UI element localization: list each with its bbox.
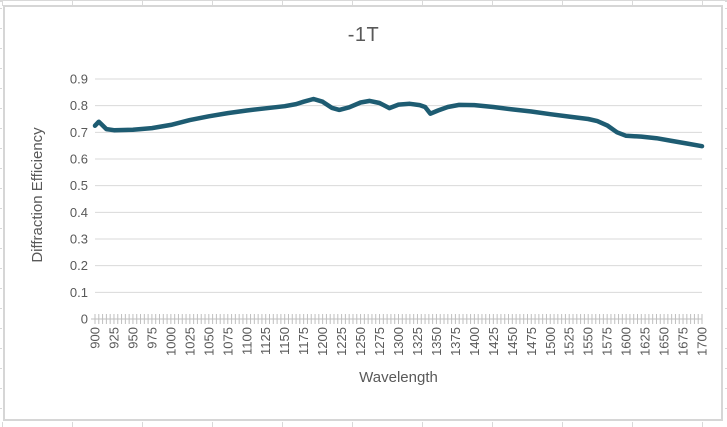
x-tick-label: 1650 [657,327,672,356]
x-tick-label: 1675 [676,327,691,356]
x-tick-label: 900 [88,327,103,349]
y-tick-label: 0.1 [70,285,88,300]
x-tick-label: 1500 [543,327,558,356]
x-axis-title: Wavelength [359,369,438,386]
x-tick-label: 1050 [201,327,216,356]
x-tick-label: 925 [106,327,121,349]
x-tick-label: 1100 [239,327,254,355]
x-tick-label: 1000 [163,327,178,356]
y-tick-label: 0 [81,312,88,327]
y-tick-label: 0.3 [70,232,88,247]
x-tick-label: 975 [144,327,159,349]
x-tick-label: 1200 [315,327,330,356]
y-tick-label: 0.8 [70,98,88,113]
y-tick-label: 0.5 [70,178,88,193]
x-tick-label: 1575 [600,327,615,356]
y-tick-label: 0.9 [70,72,88,87]
chart-title: -1T [347,24,380,46]
x-tick-label: 1025 [182,327,197,356]
x-tick-label: 1125 [258,327,273,355]
x-tick-label: 1325 [410,327,425,356]
x-tick-label: 1175 [296,327,311,355]
x-tick-label: 1150 [277,327,292,355]
chart-object[interactable] [3,5,723,421]
y-tick-label: 0.6 [70,152,88,167]
x-tick-label: 1400 [467,327,482,356]
x-tick-label: 1425 [486,327,501,356]
x-tick-label: 1525 [562,327,577,356]
x-tick-label: 1250 [353,327,368,356]
x-tick-label: 1275 [372,327,387,356]
data-series-line [92,96,705,149]
x-tick-label: 1550 [581,327,596,356]
x-tick-label: 1700 [695,327,710,356]
y-tick-label: 0.7 [70,125,88,140]
x-tick-label: 1075 [220,327,235,356]
x-tick-label: 1450 [505,327,520,356]
x-tick-label: 1350 [429,327,444,356]
x-tick-label: 1300 [391,327,406,356]
y-tick-label: 0.2 [70,258,88,273]
y-tick-label: 0.4 [70,205,88,220]
x-tick-label: 1600 [619,327,634,356]
x-tick-label: 1625 [638,327,653,356]
x-tick-label: 1475 [524,327,539,356]
x-tick-label: 1375 [448,327,463,356]
x-tick-label: 950 [125,327,140,349]
x-tick-label: 1225 [334,327,349,356]
